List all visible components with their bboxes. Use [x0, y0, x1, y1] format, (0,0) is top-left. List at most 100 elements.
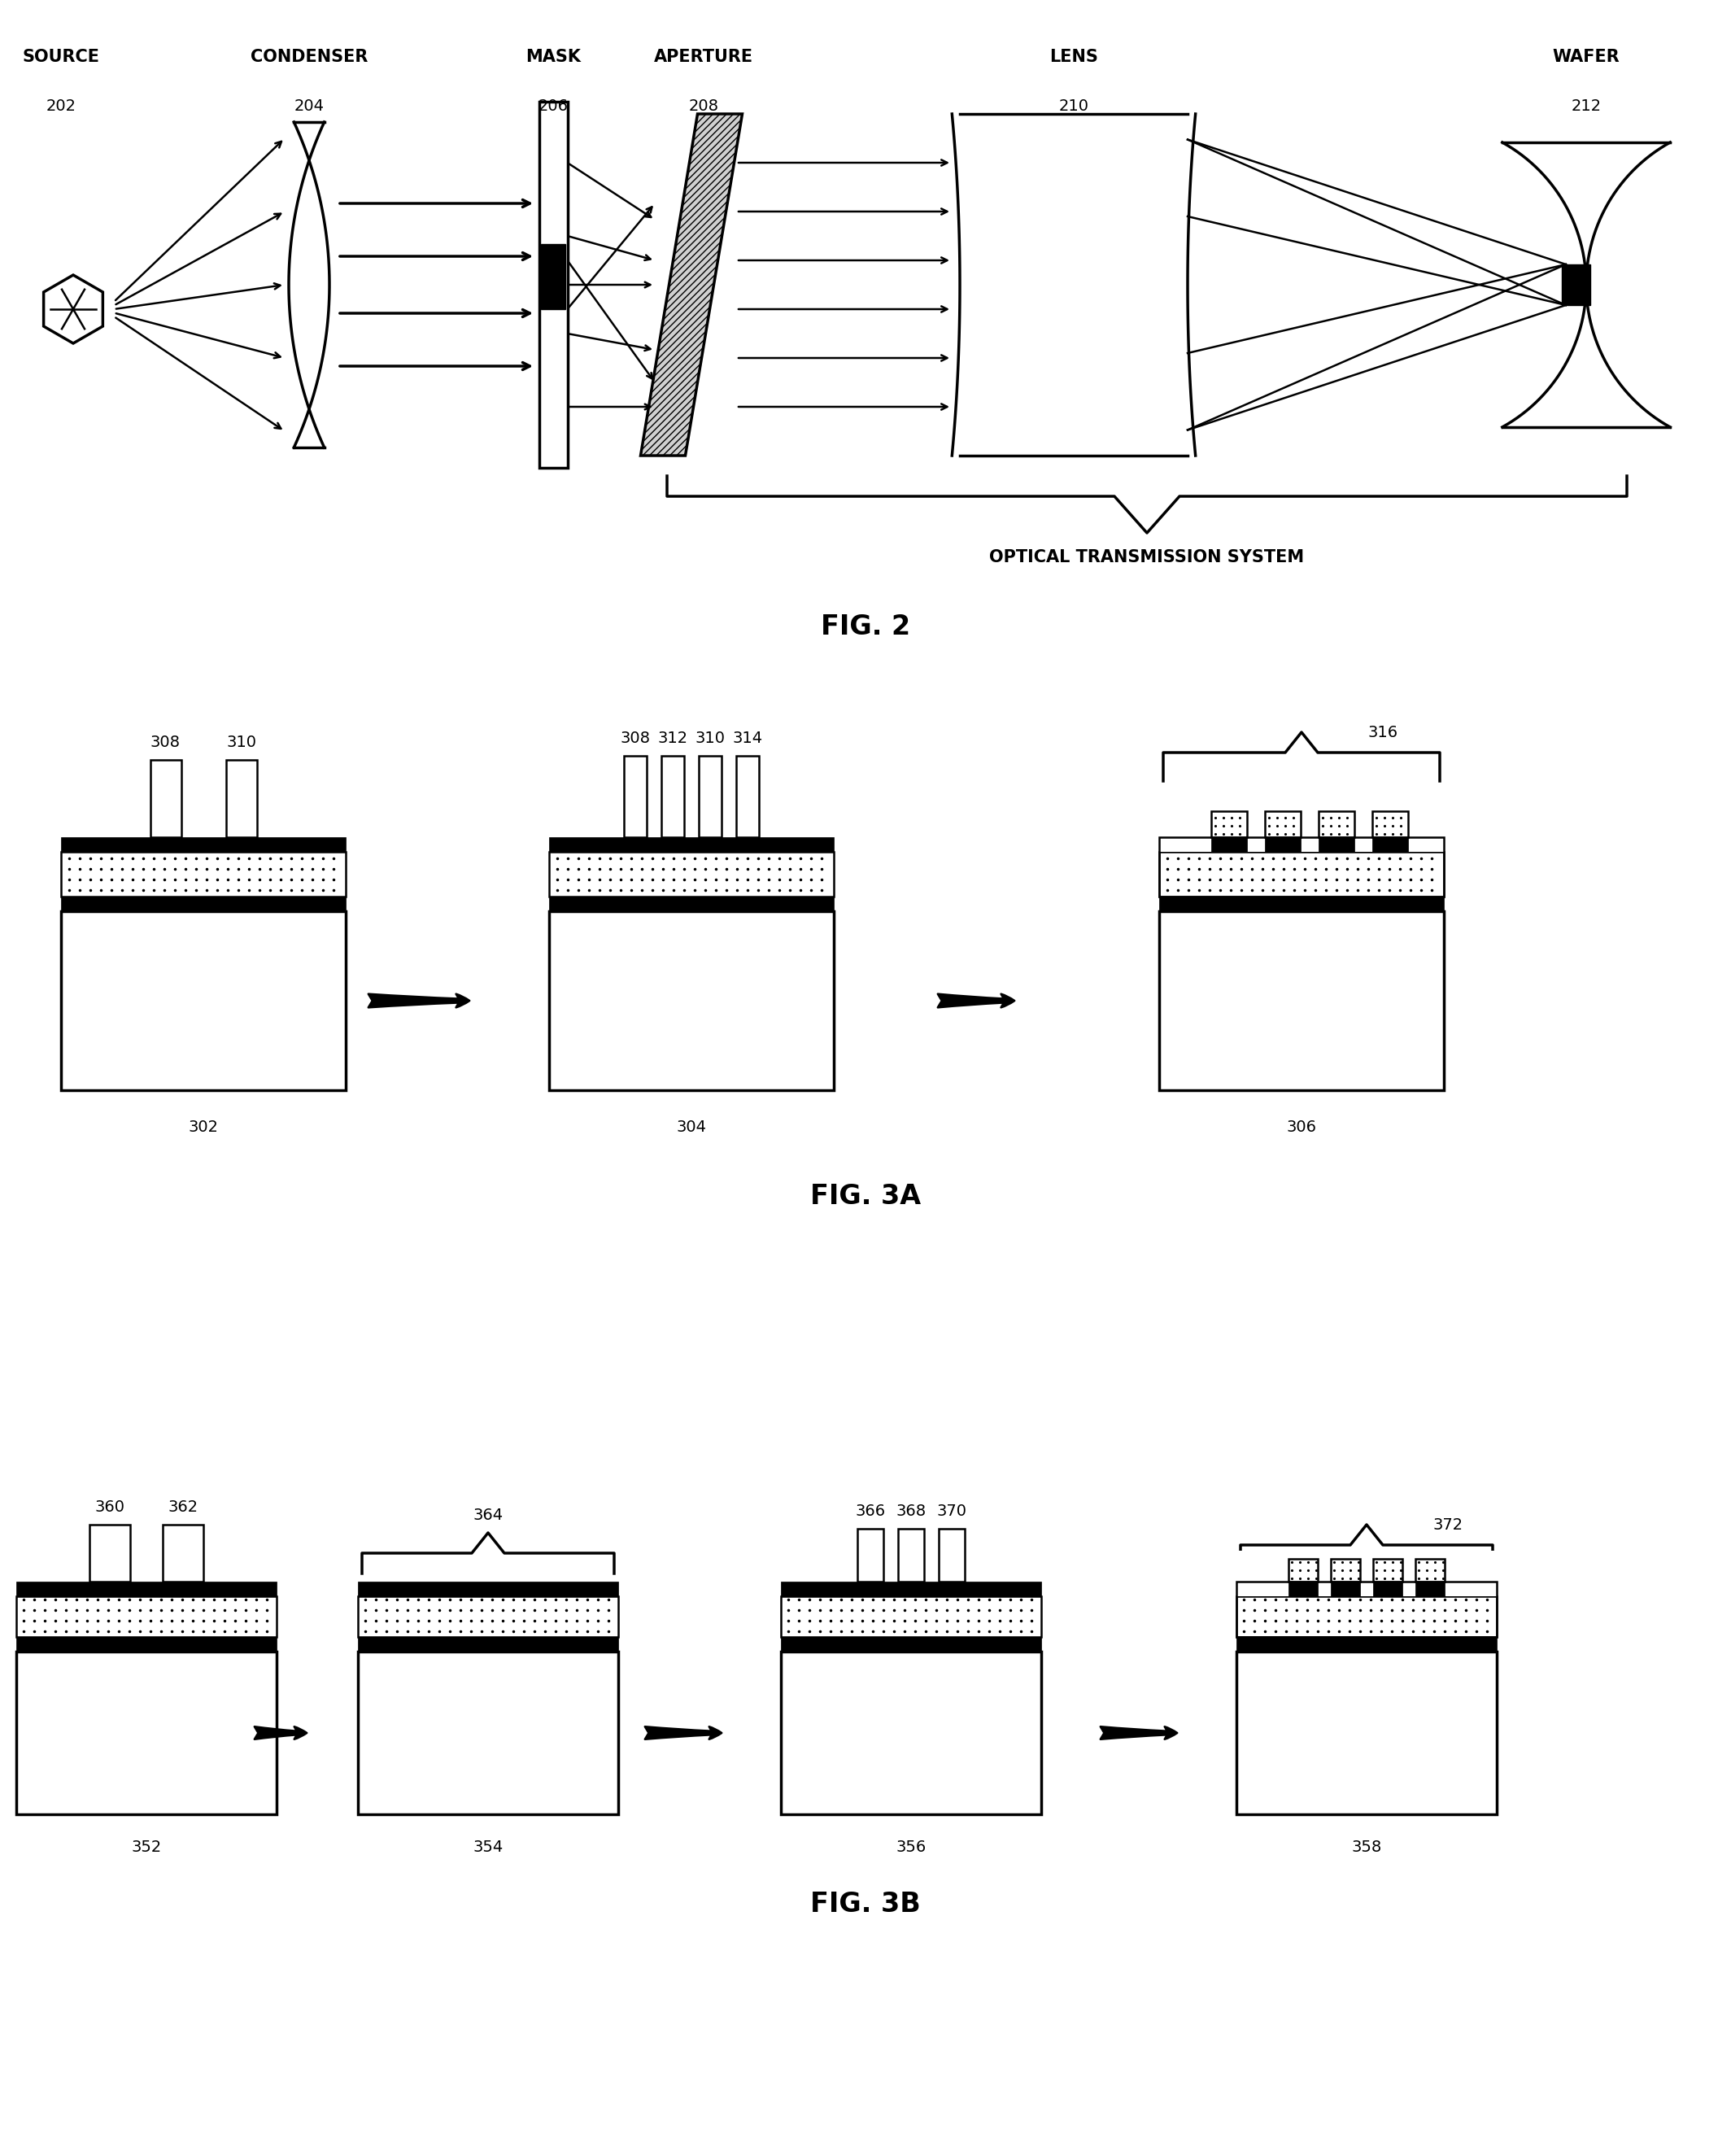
Bar [623, 757, 647, 837]
Bar [1160, 897, 1444, 912]
Text: 308: 308 [620, 731, 651, 746]
Text: FIG. 3A: FIG. 3A [810, 1181, 921, 1210]
Bar [61, 837, 346, 852]
Bar [1236, 1636, 1497, 1651]
Text: 308: 308 [151, 735, 180, 750]
Bar [16, 1583, 277, 1595]
Text: LENS: LENS [1049, 50, 1097, 65]
Bar [542, 244, 566, 308]
Bar [358, 1595, 618, 1636]
Bar [1288, 1583, 1317, 1595]
Bar [898, 1529, 924, 1583]
Bar [1416, 1583, 1445, 1595]
Bar [1160, 852, 1444, 897]
Bar [225, 759, 256, 837]
Text: OPTICAL TRANSMISSION SYSTEM: OPTICAL TRANSMISSION SYSTEM [990, 550, 1305, 565]
Bar [1236, 1550, 1497, 1595]
Text: 310: 310 [696, 731, 725, 746]
Bar [1319, 811, 1354, 837]
Text: 312: 312 [658, 731, 687, 746]
Bar [16, 1595, 277, 1636]
Bar [549, 897, 834, 912]
Text: 204: 204 [294, 97, 324, 114]
Text: 352: 352 [132, 1839, 161, 1854]
Text: 208: 208 [689, 97, 718, 114]
Text: 358: 358 [1352, 1839, 1381, 1854]
Bar [699, 757, 722, 837]
Bar [61, 897, 346, 912]
Bar [549, 912, 834, 1091]
Text: CONDENSER: CONDENSER [251, 50, 367, 65]
Bar [1561, 265, 1591, 306]
Bar [736, 757, 758, 837]
Bar [90, 1524, 130, 1583]
Bar [1236, 1651, 1497, 1815]
Bar [1265, 837, 1300, 852]
Text: MASK: MASK [526, 50, 582, 65]
Text: 372: 372 [1433, 1518, 1463, 1533]
Bar [857, 1529, 883, 1583]
Bar [358, 1636, 618, 1651]
Bar [1319, 837, 1354, 852]
Text: 206: 206 [538, 97, 568, 114]
Text: SOURCE: SOURCE [23, 50, 100, 65]
Bar [1265, 811, 1300, 837]
Bar [61, 912, 346, 1091]
Text: 368: 368 [897, 1503, 926, 1520]
Text: APERTURE: APERTURE [654, 50, 753, 65]
Text: 310: 310 [227, 735, 256, 750]
Text: 210: 210 [1059, 97, 1089, 114]
Text: 302: 302 [189, 1119, 218, 1134]
Bar [1373, 1559, 1402, 1583]
Bar [781, 1583, 1042, 1595]
Text: 360: 360 [95, 1498, 125, 1516]
Bar [661, 757, 684, 837]
Bar [549, 837, 834, 852]
Bar [1236, 1595, 1497, 1636]
Bar [1212, 837, 1246, 852]
Bar [16, 1651, 277, 1815]
Text: 362: 362 [168, 1498, 197, 1516]
Bar [358, 1651, 618, 1815]
Text: 364: 364 [473, 1507, 504, 1522]
Text: FIG. 2: FIG. 2 [820, 612, 911, 640]
Bar [1331, 1559, 1361, 1583]
Bar [781, 1595, 1042, 1636]
Bar [549, 852, 834, 897]
Bar [358, 1583, 618, 1595]
Bar [163, 1524, 203, 1583]
Bar [1331, 1583, 1361, 1595]
Bar [781, 1651, 1042, 1815]
Text: 316: 316 [1367, 724, 1399, 740]
Bar [1160, 837, 1444, 897]
Polygon shape [640, 114, 743, 455]
Bar [1373, 811, 1407, 837]
Text: 314: 314 [732, 731, 763, 746]
Bar [1373, 837, 1407, 852]
Bar [151, 759, 182, 837]
Bar [1236, 1583, 1497, 1636]
Text: 212: 212 [1572, 97, 1601, 114]
Bar [1160, 806, 1444, 852]
Bar [1160, 912, 1444, 1091]
Text: 356: 356 [897, 1839, 926, 1854]
Bar [1236, 1583, 1497, 1595]
Bar [61, 852, 346, 897]
Text: 202: 202 [47, 97, 76, 114]
Bar [16, 1636, 277, 1651]
Bar [1288, 1559, 1317, 1583]
Bar [781, 1636, 1042, 1651]
Bar [538, 101, 568, 468]
Bar [1373, 1583, 1402, 1595]
Text: FIG. 3B: FIG. 3B [810, 1891, 921, 1917]
Text: 306: 306 [1286, 1119, 1317, 1134]
Text: 366: 366 [855, 1503, 886, 1520]
Bar [1212, 811, 1246, 837]
Bar [1416, 1559, 1445, 1583]
Bar [938, 1529, 964, 1583]
Text: 370: 370 [936, 1503, 968, 1520]
Bar [1160, 837, 1444, 852]
Text: 354: 354 [473, 1839, 504, 1854]
Text: WAFER: WAFER [1553, 50, 1620, 65]
Text: 304: 304 [677, 1119, 706, 1134]
